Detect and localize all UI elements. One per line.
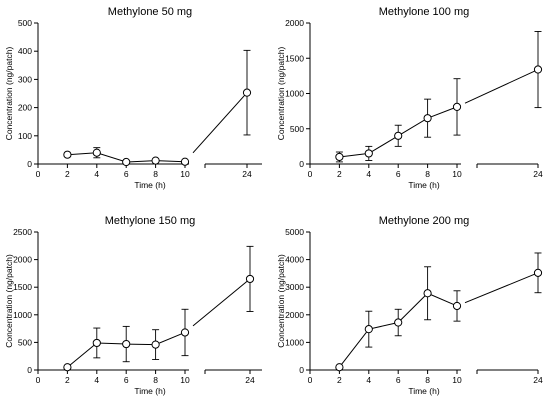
chart-panel-3: Methylone 150 mg 0 500 1000 1500 2000 2500 Conc… — [4, 215, 262, 396]
x-axis-label: Time (h) — [408, 180, 439, 190]
data-point — [242, 88, 252, 97]
data-point — [92, 338, 101, 348]
y-tick-label: 500 — [290, 124, 304, 134]
data-point — [63, 150, 72, 159]
x-tick-label: 0 — [36, 375, 41, 385]
x-tick-label: 24 — [242, 169, 252, 179]
y-axis-label: Concentration (ng/patch) — [4, 47, 14, 141]
x-tick-label: 10 — [180, 375, 190, 385]
chart-title: Methylone 50 mg — [108, 6, 192, 18]
x-axis-label: Time (h) — [134, 386, 165, 396]
data-point — [122, 339, 131, 349]
data-point — [63, 363, 72, 372]
data-point — [423, 114, 432, 123]
y-tick-label: 2000 — [285, 18, 304, 28]
y-tick-label: 1000 — [285, 337, 304, 347]
x-tick-label: 10 — [180, 169, 190, 179]
data-point — [394, 131, 403, 140]
x-tick-label: 2 — [65, 375, 70, 385]
y-tick-label: 3000 — [285, 282, 304, 292]
x-tick-label: 2 — [65, 169, 70, 179]
x-tick-label: 2 — [337, 375, 342, 385]
x-tick-label: 6 — [396, 169, 401, 179]
y-tick-label: 300 — [18, 74, 32, 84]
chart-title: Methylone 100 mg — [379, 6, 470, 18]
series-line-post-break — [192, 92, 248, 154]
data-point — [452, 102, 462, 111]
data-point — [364, 149, 373, 158]
data-point — [533, 268, 543, 277]
y-tick-label: 1500 — [285, 53, 304, 63]
data-point — [533, 65, 543, 74]
data-point — [452, 301, 462, 311]
data-point — [180, 328, 190, 337]
x-tick-label: 0 — [308, 169, 313, 179]
x-tick-label: 24 — [245, 375, 255, 385]
y-tick-label: 1500 — [13, 282, 32, 292]
series-line-post-break — [192, 278, 251, 327]
x-tick-label: 4 — [366, 375, 371, 385]
x-tick-label: 10 — [452, 169, 462, 179]
x-tick-label: 6 — [124, 169, 129, 179]
x-tick-label: 8 — [153, 375, 158, 385]
chart-title: Methylone 200 mg — [379, 215, 470, 227]
y-tick-label: 500 — [18, 337, 32, 347]
y-tick-label: 500 — [18, 18, 32, 28]
x-tick-label: 4 — [94, 375, 99, 385]
y-tick-label: 4000 — [285, 255, 304, 265]
x-tick-label: 6 — [396, 375, 401, 385]
series-line-post-break — [464, 272, 539, 304]
x-tick-label: 8 — [153, 169, 158, 179]
x-tick-label: 24 — [533, 169, 543, 179]
chart-title: Methylone 150 mg — [105, 215, 196, 227]
y-tick-label: 2000 — [285, 310, 304, 320]
data-point — [180, 157, 190, 166]
y-tick-label: 100 — [18, 131, 32, 141]
data-point — [151, 156, 160, 165]
y-tick-label: 5000 — [285, 227, 304, 237]
y-tick-label: 200 — [18, 103, 32, 113]
y-axis-label: Concentration (ng/patch) — [4, 254, 14, 348]
data-point — [245, 274, 255, 284]
x-tick-label: 4 — [366, 169, 371, 179]
x-tick-label: 0 — [308, 375, 313, 385]
data-point — [364, 325, 373, 334]
x-tick-label: 6 — [124, 375, 129, 385]
y-axis-label: Concentration (ng/patch) — [276, 47, 286, 141]
x-tick-label: 2 — [337, 169, 342, 179]
x-tick-label: 10 — [452, 375, 462, 385]
y-tick-label: 1000 — [285, 89, 304, 99]
y-axis-label: Concentration (ng/patch) — [276, 254, 286, 348]
x-tick-label: 4 — [94, 169, 99, 179]
y-tick-label: 0 — [299, 159, 304, 169]
y-tick-label: 0 — [299, 365, 304, 375]
data-point — [122, 157, 131, 167]
chart-panel-1: Methylone 50 mg0100200300400500Concentra… — [4, 6, 262, 190]
x-tick-label: 8 — [425, 375, 430, 385]
data-point — [394, 318, 403, 327]
series-line-post-break — [464, 69, 539, 104]
y-tick-label: 1000 — [13, 310, 32, 320]
x-tick-label: 0 — [36, 169, 41, 179]
y-tick-label: 0 — [27, 365, 32, 375]
y-tick-label: 400 — [18, 46, 32, 56]
data-point — [335, 152, 344, 162]
data-point — [423, 289, 432, 298]
data-point — [335, 363, 344, 372]
y-tick-label: 0 — [27, 159, 32, 169]
data-point — [92, 148, 101, 157]
chart-panel-4: Methylone 200 mg 0 1000 2000 3000 4000 5000 Con… — [276, 215, 543, 396]
x-tick-label: 8 — [425, 169, 430, 179]
x-axis-label: Time (h) — [408, 386, 439, 396]
x-axis-label: Time (h) — [134, 180, 165, 190]
chart-panel-2: Methylone 100 mg 0 500 1000 1500 2000 Concentr… — [276, 6, 543, 190]
x-tick-label: 24 — [533, 375, 543, 385]
y-tick-label: 2000 — [13, 255, 32, 265]
data-point — [151, 340, 160, 349]
y-tick-label: 2500 — [13, 227, 32, 237]
